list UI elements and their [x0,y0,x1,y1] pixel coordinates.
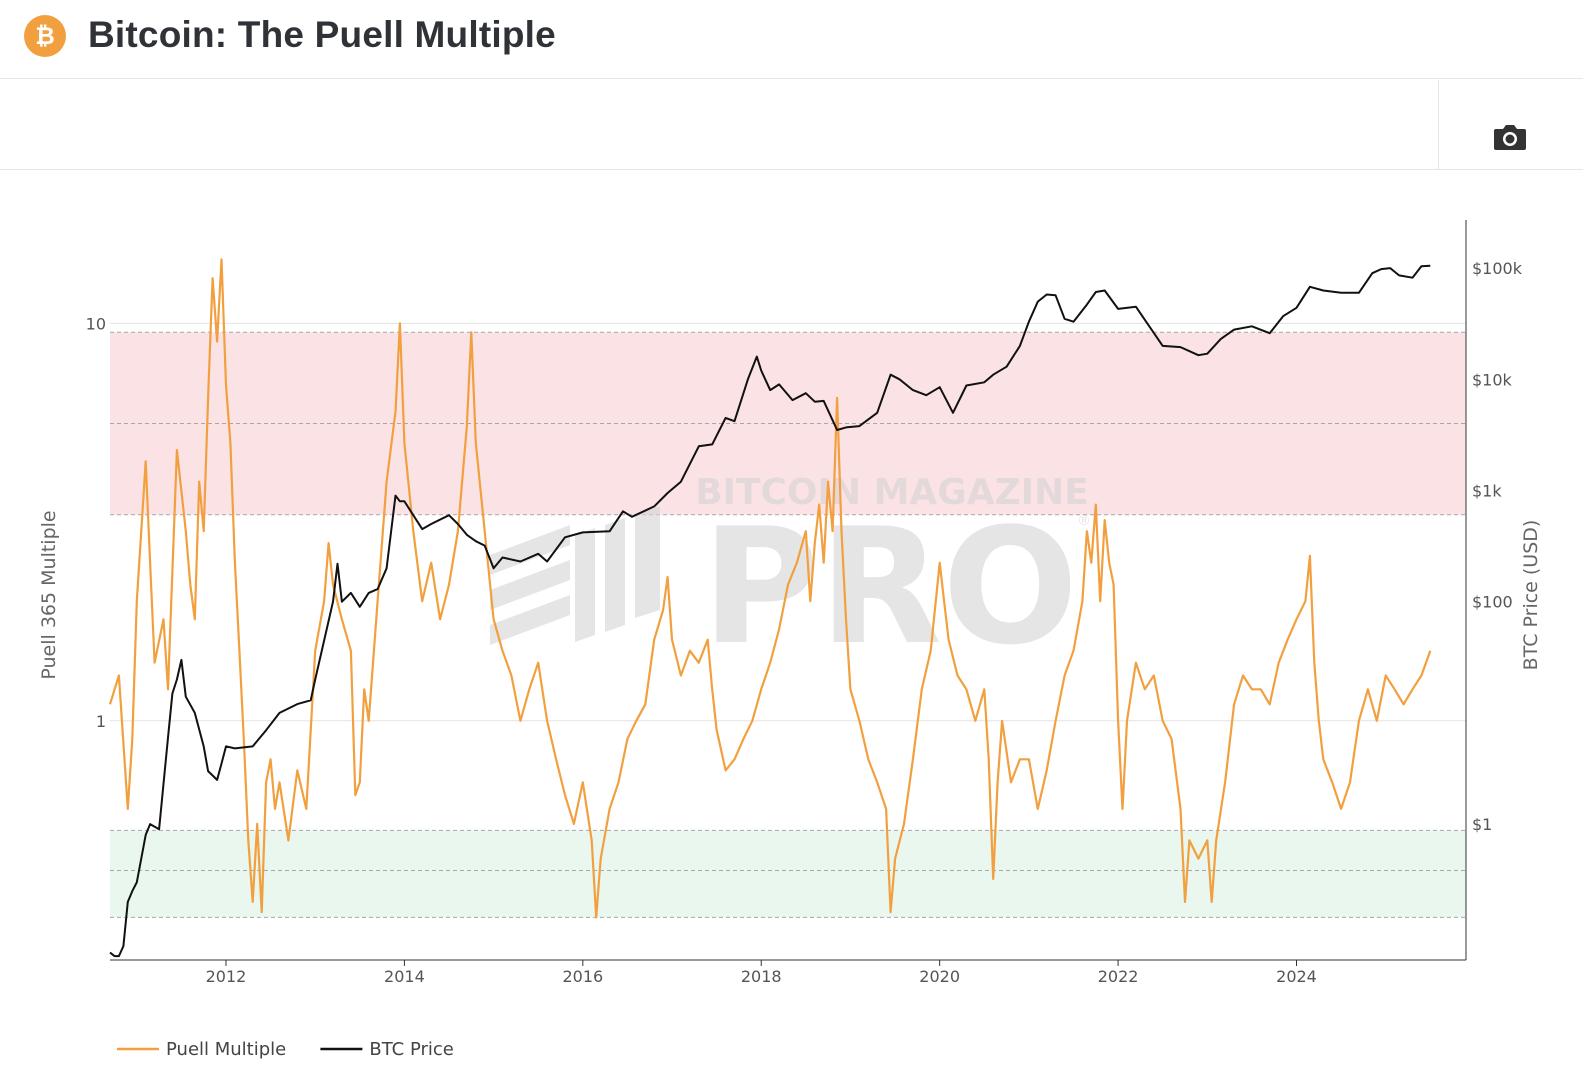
y-left-tick-1: 1 [96,712,106,731]
puell-multiple-chart: BITCOIN MAGAZINE PRO ® 2012 2014 2016 2018 2… [38,220,1542,1060]
watermark: BITCOIN MAGAZINE PRO ® [490,472,1091,680]
puell-multiple-line [108,258,1432,919]
watermark-brand: BITCOIN MAGAZINE [695,472,1089,513]
x-tick-2016: 2016 [562,967,603,986]
bitcoin-icon: ₿ [24,15,66,57]
y-left-tick-10: 10 [86,314,106,333]
gridlines [110,322,1466,722]
x-tick-2020: 2020 [919,967,960,986]
legend-label-0: Puell Multiple [166,1039,286,1060]
y-left-axis-title: Puell 365 Multiple [38,510,60,679]
btc-price-line [109,264,1431,958]
y-right-tick-$1k: $1k [1472,482,1502,501]
x-tick-2024: 2024 [1276,967,1317,986]
toolbar-divider [1438,80,1439,169]
y-right-axis-title: BTC Price (USD) [1520,520,1542,671]
x-tick-2022: 2022 [1098,967,1139,986]
x-tick-2012: 2012 [206,967,247,986]
y-right-tick-$1: $1 [1472,815,1492,834]
y-right-tick-$10k: $10k [1472,370,1513,389]
watermark-pro: PRO [702,493,1078,680]
y-right-tick-$100k: $100k [1472,259,1523,278]
threshold-bands [110,331,1466,918]
chart-toolbar [0,80,1583,170]
series [108,258,1432,958]
bitcoin-symbol: ₿ [35,22,55,50]
watermark-registered: ® [1077,513,1091,529]
camera-icon[interactable] [1493,122,1527,152]
x-tick-2018: 2018 [741,967,782,986]
watermark-logo-stripes [490,506,660,645]
axes: 2012 2014 2016 2018 2020 2022 2024 10 1 $100k $10k… [38,220,1542,986]
x-tick-2014: 2014 [384,967,425,986]
legend: Puell Multiple BTC Price [117,1039,454,1060]
y-right-tick-$100: $100 [1472,593,1513,612]
band-undervalued [110,830,1466,918]
legend-label-1: BTC Price [369,1039,454,1060]
page-title: Bitcoin: The Puell Multiple [88,14,556,55]
header: ₿ Bitcoin: The Puell Multiple [0,0,1583,79]
